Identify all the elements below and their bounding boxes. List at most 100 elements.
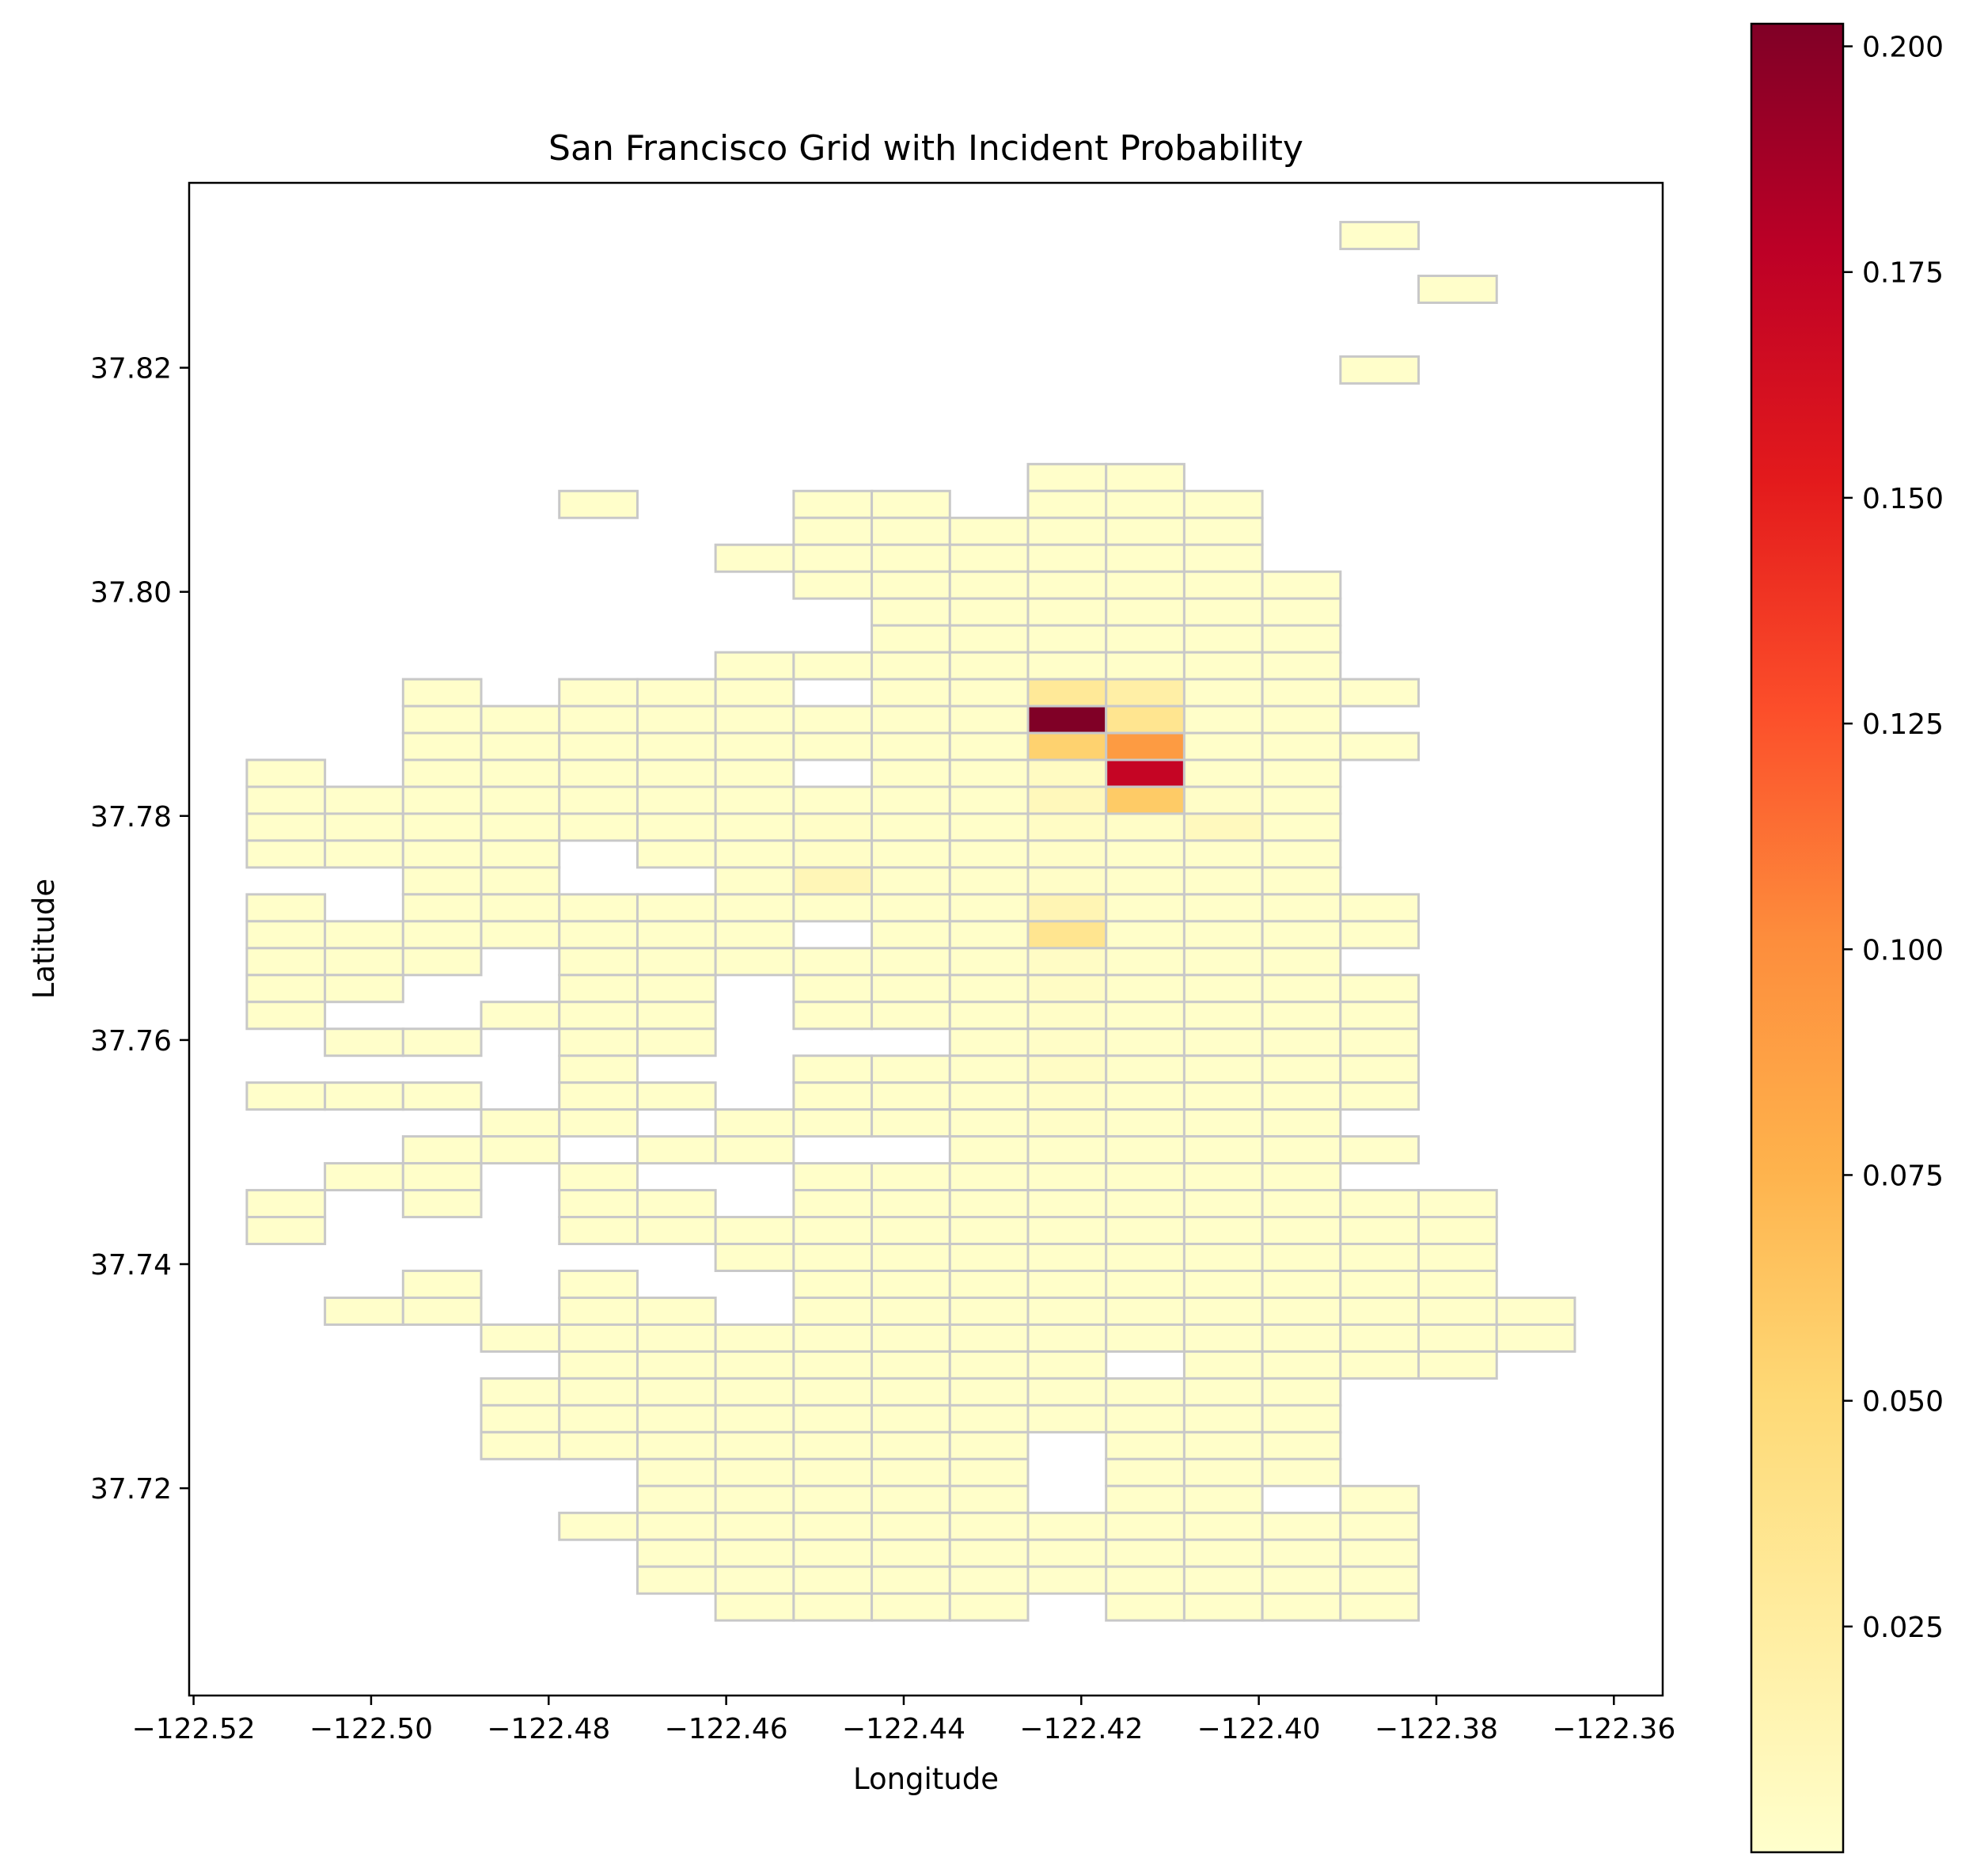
grid-cell	[1105, 947, 1185, 977]
grid-cell	[948, 1001, 1030, 1031]
grid-cell	[1026, 785, 1108, 815]
grid-cell	[1105, 839, 1185, 869]
grid-cell	[1261, 1243, 1342, 1273]
grid-cell	[1026, 489, 1108, 519]
grid-cell	[948, 1054, 1030, 1084]
grid-cell	[558, 1403, 639, 1434]
grid-cell	[948, 1377, 1030, 1407]
grid-cell	[401, 839, 483, 869]
colorbar-tick-label: 0.150	[1862, 483, 1944, 515]
grid-cell	[1339, 1135, 1421, 1165]
grid-cell	[1261, 1296, 1342, 1326]
grid-cell	[1182, 1565, 1264, 1595]
grid-cell	[635, 1538, 717, 1568]
grid-cell	[1182, 1592, 1264, 1622]
grid-cell	[1182, 704, 1264, 735]
grid-cell	[948, 1216, 1030, 1246]
grid-cell	[1026, 1054, 1108, 1084]
x-tick-label: −122.52	[132, 1713, 256, 1745]
grid-cell	[1182, 489, 1264, 519]
grid-cell	[871, 1565, 951, 1595]
grid-cell	[635, 1350, 717, 1380]
grid-cell	[635, 812, 717, 842]
grid-cell	[792, 1511, 874, 1541]
grid-cell	[1261, 1323, 1342, 1353]
grid-cell	[1339, 1081, 1421, 1111]
grid-cell	[635, 1457, 717, 1487]
grid-cell	[635, 1081, 717, 1111]
grid-cell	[635, 1377, 717, 1407]
grid-cell	[948, 920, 1030, 950]
grid-cell	[1182, 758, 1264, 788]
grid-cell	[480, 1377, 561, 1407]
grid-cell	[1026, 758, 1108, 788]
grid-cell	[1339, 893, 1421, 923]
grid-cell	[948, 1511, 1030, 1541]
grid-cell	[1105, 1323, 1185, 1353]
grid-cell	[558, 1001, 639, 1031]
grid-cell	[558, 1081, 639, 1111]
grid-cell	[714, 1377, 795, 1407]
grid-cell	[871, 1270, 951, 1299]
grid-cell	[1261, 597, 1342, 627]
grid-cell	[714, 758, 795, 788]
grid-cell	[948, 1081, 1030, 1111]
grid-cell	[1261, 1135, 1342, 1165]
grid-cell	[1261, 731, 1342, 761]
grid-cell	[558, 893, 639, 923]
grid-cell	[714, 1592, 795, 1622]
grid-cell	[1261, 1001, 1342, 1031]
grid-cell	[871, 1350, 951, 1380]
grid-cell	[1339, 1001, 1421, 1031]
grid-cell	[1182, 1135, 1264, 1165]
grid-cell	[245, 1081, 327, 1111]
grid-cell	[1182, 1403, 1264, 1434]
grid-cell	[1105, 1538, 1185, 1568]
grid-cell	[792, 1565, 874, 1595]
grid-cell	[1105, 1270, 1185, 1299]
grid-cell	[1261, 812, 1342, 842]
grid-cell	[1105, 1135, 1185, 1165]
grid-cell	[1417, 274, 1498, 304]
grid-cell	[245, 812, 327, 842]
grid-cell	[1261, 1162, 1342, 1192]
grid-cell	[1105, 1054, 1185, 1084]
grid-cell	[871, 974, 951, 1004]
x-tick-label: −122.44	[842, 1713, 965, 1745]
grid-cell	[635, 1296, 717, 1326]
grid-cell	[1026, 974, 1108, 1004]
grid-cell	[948, 1323, 1030, 1353]
grid-cell	[558, 974, 639, 1004]
grid-cell	[714, 1484, 795, 1514]
grid-cell	[1026, 1565, 1108, 1595]
grid-cell	[792, 1054, 874, 1084]
grid-cell	[1105, 1081, 1185, 1111]
grid-cell	[1261, 1189, 1342, 1219]
grid-cell	[1182, 624, 1264, 654]
grid-cell	[1261, 1270, 1342, 1299]
grid-cell	[1261, 893, 1342, 923]
grid-cell	[1339, 678, 1421, 708]
grid-cell	[245, 1189, 327, 1219]
grid-cell	[871, 1054, 951, 1084]
grid-cell	[1026, 678, 1108, 708]
grid-cell	[480, 1001, 561, 1031]
grid-cell	[871, 1592, 951, 1622]
grid-cell	[871, 1377, 951, 1407]
grid-cell	[871, 893, 951, 923]
grid-cell	[1182, 1457, 1264, 1487]
grid-cell	[480, 1323, 561, 1353]
grid-cell	[1339, 1027, 1421, 1058]
grid-cell	[1026, 1243, 1108, 1273]
grid-cell	[1105, 462, 1185, 492]
grid-cell	[1261, 947, 1342, 977]
grid-cell	[1182, 543, 1264, 573]
grid-cell	[1495, 1323, 1576, 1353]
grid-cell	[401, 1296, 483, 1326]
grid-cell	[1105, 866, 1185, 896]
grid-cell	[1261, 758, 1342, 788]
grid-cell	[792, 893, 874, 923]
grid-cell	[792, 570, 874, 600]
grid-cell	[1261, 1054, 1342, 1084]
grid-cell	[324, 1296, 404, 1326]
